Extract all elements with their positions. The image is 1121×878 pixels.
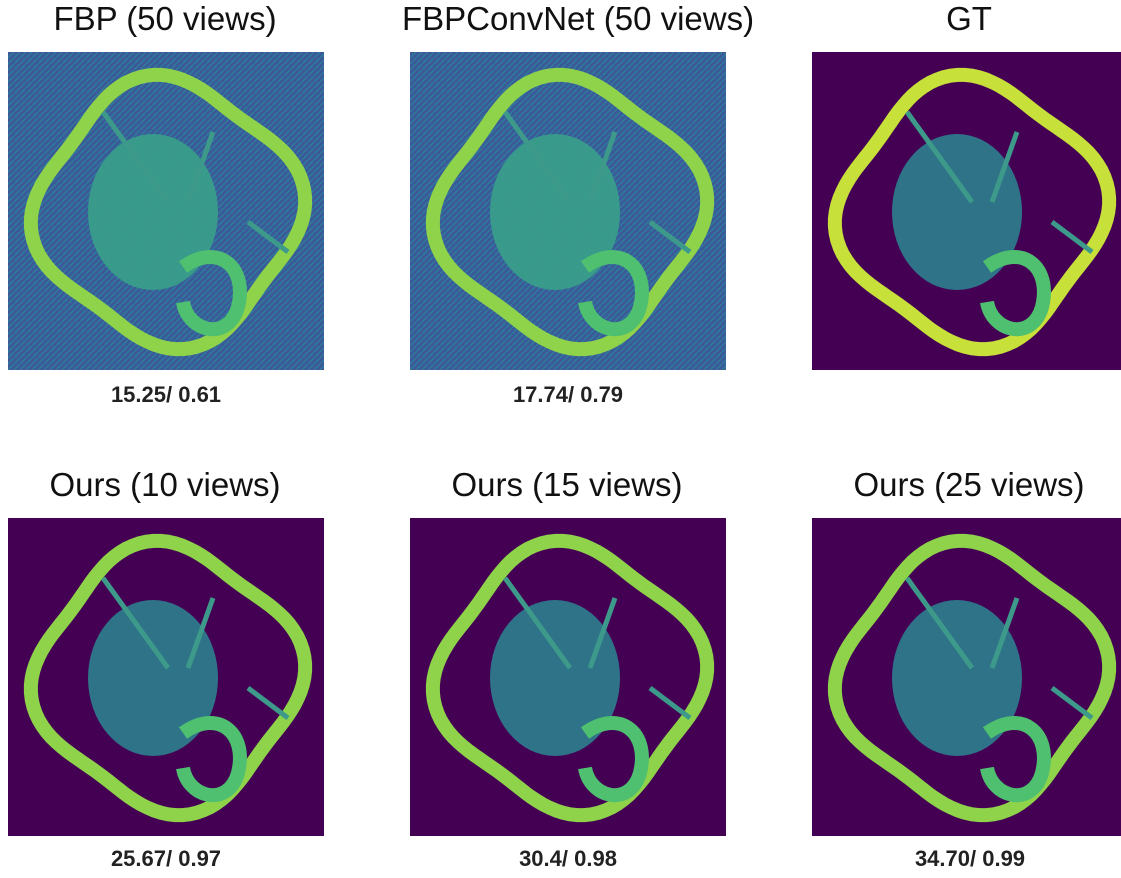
panel: FBP (50 views) 15.25/ 0.61 [0,0,330,412]
panel: FBPConvNet (50 views) 17.74/ 0.79 [402,0,732,412]
metrics: 15.25/ 0.61 [8,382,324,408]
panel: Ours (10 views) 25.67/ 0.97 [0,466,330,878]
reconstruction-image [812,52,1121,370]
reconstruction-image [8,52,324,370]
panel-title: FBPConvNet (50 views) [402,0,732,38]
reconstruction-image [410,518,726,836]
panel-title: Ours (10 views) [0,466,330,504]
panel-title: GT [804,0,1121,38]
panel-title: FBP (50 views) [0,0,330,38]
panel-title: Ours (15 views) [402,466,732,504]
metrics: 34.70/ 0.99 [812,846,1121,872]
panel-title: Ours (25 views) [804,466,1121,504]
reconstruction-image [812,518,1121,836]
panel: Ours (25 views) 34.70/ 0.99 [804,466,1121,878]
metrics: 17.74/ 0.79 [410,382,726,408]
panel: Ours (15 views) 30.4/ 0.98 [402,466,732,878]
reconstruction-image [8,518,324,836]
reconstruction-image [410,52,726,370]
panel: GT [804,0,1121,412]
figure: FBP (50 views) 15.25/ 0.61 FBPConvNet (50 … [0,0,1121,878]
metrics: 30.4/ 0.98 [410,846,726,872]
metrics: 25.67/ 0.97 [8,846,324,872]
